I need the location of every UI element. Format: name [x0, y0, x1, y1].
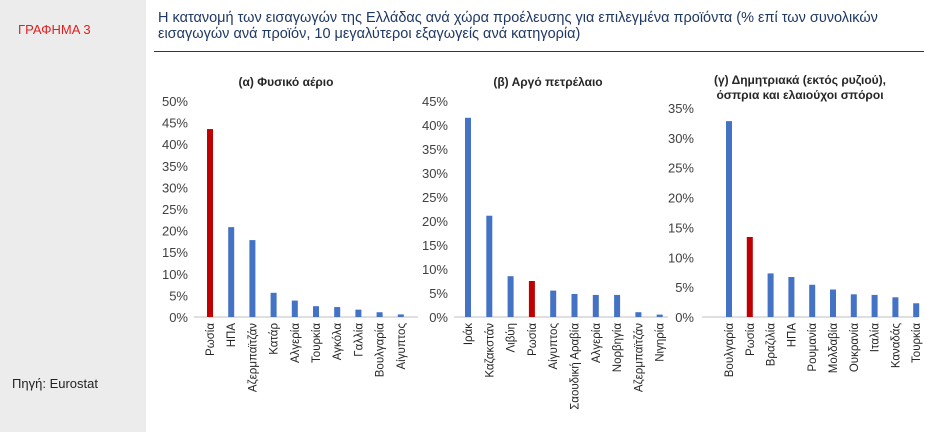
bar-Αζερμπαϊτζάν	[249, 240, 256, 317]
bar-Ρωσία	[207, 129, 213, 317]
category-label: Σαουδική Αραβία	[570, 323, 582, 410]
category-label: Νιγηρία	[655, 323, 667, 362]
y-tick-label: 10%	[162, 267, 188, 282]
source-note: Πηγή: Eurostat	[12, 376, 98, 391]
bar-Αγκόλα	[334, 307, 341, 317]
y-tick-label: 10%	[668, 250, 694, 265]
bar-Αίγυπτος	[397, 314, 404, 317]
y-tick-label: 0%	[169, 310, 188, 325]
bar-Αζερμπαϊτζάν	[635, 312, 642, 317]
category-label: Ρωσία	[745, 323, 757, 356]
bar-Ρουμανία	[809, 284, 816, 317]
y-tick-label: 30%	[162, 180, 188, 195]
bar-Καζακστάν	[486, 215, 493, 317]
category-label: Βουλγαρία	[724, 323, 736, 378]
bar-Ρωσία	[528, 281, 535, 317]
chart-2-title: (β) Αργό πετρέλαιο	[493, 75, 602, 89]
bar-Τουρκία	[913, 303, 920, 317]
y-tick-label: 30%	[422, 166, 448, 181]
category-label: Ιταλία	[870, 323, 882, 353]
bar-Βραζιλία	[767, 273, 774, 317]
bar-Ουκρανία	[850, 294, 857, 317]
bar-Ιταλία	[871, 294, 878, 317]
y-tick-label: 50%	[162, 94, 188, 109]
category-label: ΗΠΑ	[226, 323, 238, 348]
y-tick-label: 0%	[429, 310, 448, 325]
y-tick-label: 35%	[422, 142, 448, 157]
category-label: Τουρκία	[311, 323, 323, 363]
y-tick-label: 45%	[162, 116, 188, 131]
y-tick-label: 5%	[675, 280, 694, 295]
category-label: Καναδάς	[890, 323, 902, 369]
y-tick-label: 45%	[422, 94, 448, 109]
bar-Τουρκία	[313, 306, 319, 317]
bar-Βουλγαρία	[376, 312, 383, 317]
category-label: Αλγερία	[591, 323, 603, 363]
y-tick-label: 0%	[675, 310, 694, 325]
y-tick-label: 20%	[422, 214, 448, 229]
chart-panel: Η κατανομή των εισαγωγών της Ελλάδας ανά…	[146, 0, 939, 432]
chart-3-title: (γ) Δημητριακά (εκτός ρυζιού), όσπρια και…	[714, 73, 886, 102]
title-rule	[154, 51, 924, 52]
y-tick-label: 25%	[162, 202, 188, 217]
category-label: Ιράκ	[463, 323, 475, 345]
category-label: ΗΠΑ	[786, 323, 798, 348]
bar-Νορβηγία	[614, 294, 621, 317]
y-tick-label: 15%	[668, 220, 694, 235]
category-label: Νορβηγία	[612, 323, 624, 373]
y-tick-label: 10%	[422, 262, 448, 277]
category-label: Αζερμπαϊτζάν	[247, 323, 259, 392]
category-label: Αζερμπαϊτζάν	[633, 323, 645, 392]
figure-title: Η κατανομή των εισαγωγών της Ελλάδας ανά…	[158, 10, 878, 42]
y-tick-label: 35%	[668, 101, 694, 116]
bar-Λιβύη	[507, 276, 514, 317]
category-label: Κατάρ	[269, 323, 281, 355]
bar-Γαλλία	[355, 309, 362, 317]
y-tick-label: 40%	[162, 137, 188, 152]
category-label: Μολδαβία	[828, 323, 840, 374]
bar-Αίγυπτος	[550, 290, 557, 317]
category-label: Γαλλία	[353, 323, 365, 357]
bar-Σαουδική Αραβία	[571, 293, 578, 317]
bar-Ιράκ	[465, 117, 471, 317]
category-label: Αγκόλα	[332, 323, 344, 361]
chart-1-title: (α) Φυσικό αέριο	[239, 75, 334, 89]
y-tick-label: 35%	[162, 159, 188, 174]
bar-Αλγερία	[592, 294, 599, 317]
y-tick-label: 25%	[422, 190, 448, 205]
bar-ΗΠΑ	[228, 227, 235, 317]
y-tick-label: 30%	[668, 131, 694, 146]
category-label: Λιβύη	[506, 323, 518, 353]
category-label: Ουκρανία	[849, 323, 861, 372]
category-label: Καζακστάν	[484, 323, 496, 378]
category-label: Αλγερία	[290, 323, 302, 363]
bar-Καναδάς	[892, 297, 899, 317]
category-label: Αίγυπτος	[396, 323, 408, 370]
figure-label: ΓΡΑΦΗΜΑ 3	[18, 22, 91, 37]
sidebar: ΓΡΑΦΗΜΑ 3 Πηγή: Eurostat	[0, 0, 128, 432]
category-label: Ρουμανία	[807, 323, 819, 372]
bar-Νιγηρία	[656, 314, 663, 317]
category-label: Ρωσία	[205, 323, 217, 356]
bar-Μολδαβία	[830, 289, 836, 317]
category-label: Βουλγαρία	[375, 323, 387, 378]
bar-Βουλγαρία	[726, 121, 732, 317]
y-tick-label: 20%	[668, 191, 694, 206]
y-tick-label: 20%	[162, 224, 188, 239]
y-tick-label: 15%	[422, 238, 448, 253]
y-tick-label: 5%	[429, 286, 448, 301]
bar-ΗΠΑ	[788, 276, 795, 317]
category-label: Ρωσία	[527, 323, 539, 356]
category-label: Αίγυπτος	[548, 323, 560, 370]
category-label: Τουρκία	[911, 323, 923, 363]
bar-Κατάρ	[270, 292, 277, 317]
y-tick-label: 5%	[169, 288, 188, 303]
y-tick-label: 25%	[668, 161, 694, 176]
charts-canvas: (α) Φυσικό αέριο 0% 5% 10% 15% 20% 25% 30% 35% 40…	[162, 73, 923, 410]
y-tick-label: 15%	[162, 245, 188, 260]
y-tick-label: 40%	[422, 118, 448, 133]
bar-Αλγερία	[291, 300, 298, 317]
bar-Ρωσία	[746, 236, 753, 317]
category-label: Βραζιλία	[766, 323, 778, 367]
